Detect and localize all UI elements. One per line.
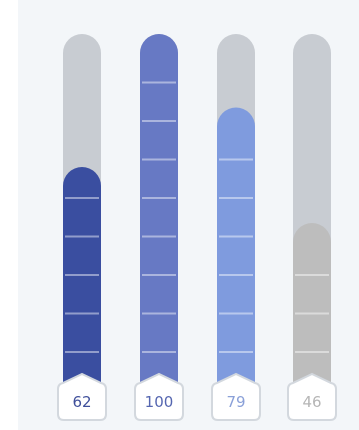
bar-0 <box>63 167 101 403</box>
bar-2 <box>217 107 255 403</box>
bar-3 <box>293 223 331 403</box>
tubes-group <box>63 34 331 403</box>
value-label-3: 46 <box>302 393 321 411</box>
bar-1 <box>140 34 178 403</box>
value-label-2: 79 <box>226 393 245 411</box>
value-badge-3 <box>287 372 337 421</box>
value-badge-0 <box>57 372 107 421</box>
value-badge-1 <box>134 372 184 421</box>
value-badge-2 <box>211 372 261 421</box>
left-margin <box>0 0 18 430</box>
value-label-1: 100 <box>145 393 174 411</box>
value-label-0: 62 <box>72 393 91 411</box>
value-labels-group: 62 100 79 46 <box>57 372 337 421</box>
